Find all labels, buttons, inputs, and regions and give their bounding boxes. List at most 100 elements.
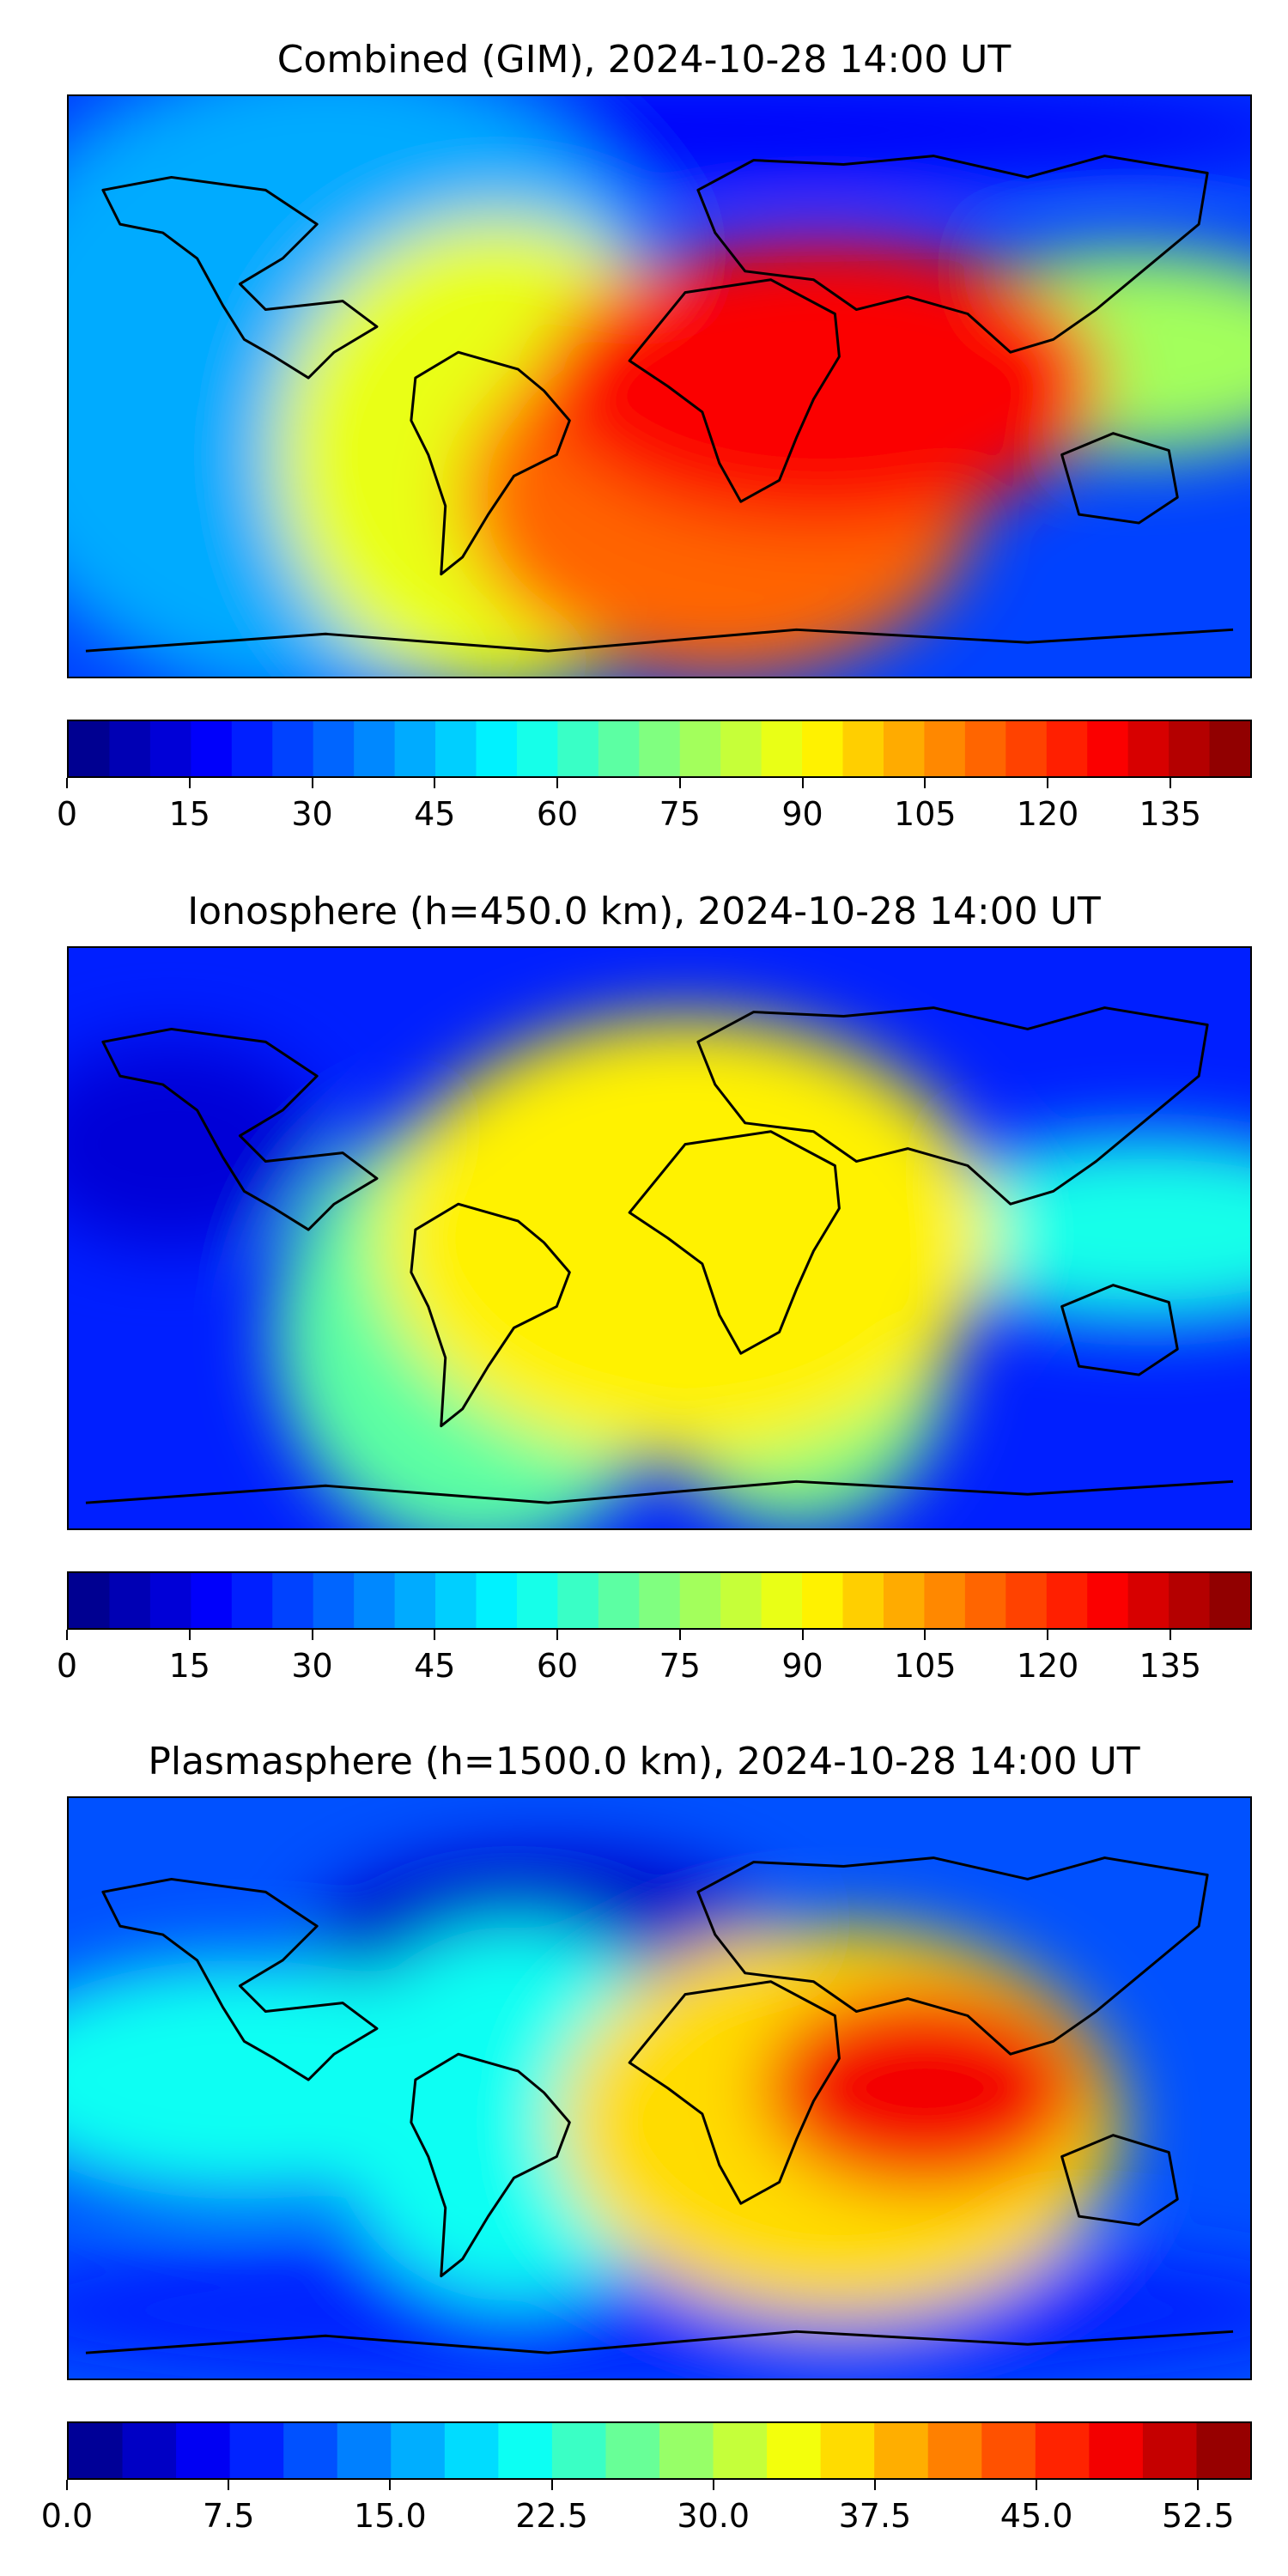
colorbar-tick-label: 30.0 <box>677 2497 750 2535</box>
colorbar-swatch <box>842 721 884 776</box>
coastline <box>85 628 1234 653</box>
colorbar-swatch <box>69 1573 111 1628</box>
colorbar-plasmasphere <box>67 2421 1252 2480</box>
field-svg <box>69 96 1250 677</box>
colorbar-tick <box>1047 1630 1049 1640</box>
coastline <box>410 2052 571 2278</box>
colorbar-swatch <box>1209 721 1250 776</box>
colorbar-tick <box>311 1630 313 1640</box>
colorbar-swatch <box>122 2423 178 2478</box>
colorbar-tick-label: 90 <box>781 795 823 833</box>
colorbar-tick-label: 15.0 <box>354 2497 427 2535</box>
colorbar-swatch <box>820 2423 876 2478</box>
colorbar-swatch <box>874 2423 929 2478</box>
colorbar-tick-label: 37.5 <box>838 2497 912 2535</box>
colorbar-tick <box>924 1630 927 1640</box>
coastline <box>696 1856 1209 2056</box>
colorbar-swatch <box>176 2423 231 2478</box>
colorbar-swatch <box>476 1573 518 1628</box>
colorbar-swatch <box>229 2423 285 2478</box>
map-plasmasphere <box>67 1796 1252 2380</box>
colorbar-tick-label: 45.0 <box>999 2497 1073 2535</box>
coastline <box>696 155 1209 354</box>
coastline <box>410 350 571 576</box>
colorbar-tick-label: 52.5 <box>1161 2497 1235 2535</box>
colorbar-swatch <box>1046 721 1089 776</box>
coastline <box>1060 2134 1179 2227</box>
colorbar-swatch <box>516 1573 559 1628</box>
colorbar-tick <box>873 2480 876 2490</box>
colorbar-swatch <box>435 721 477 776</box>
colorbar-swatch <box>964 721 1007 776</box>
colorbar-svg <box>69 2423 1250 2478</box>
colorbar-tick <box>66 778 68 788</box>
colorbar-swatch <box>394 1573 436 1628</box>
panel-title-combined: Combined (GIM), 2024-10-28 14:00 UT <box>276 38 1012 82</box>
colorbar-swatch <box>883 721 926 776</box>
colorbar-swatch <box>761 721 804 776</box>
colorbar-tick <box>550 2480 553 2490</box>
colorbar-tick-label: 105 <box>894 1647 957 1685</box>
colorbar-swatch <box>313 1573 355 1628</box>
colorbar-swatch <box>639 721 681 776</box>
field-hotspot <box>376 1016 993 1461</box>
colorbar-tick-label: 15 <box>168 1647 210 1685</box>
colorbar-tick <box>924 778 927 788</box>
colorbar-swatch <box>883 1573 926 1628</box>
colorbar-swatch <box>639 1573 681 1628</box>
colorbar-tick-label: 75 <box>659 795 701 833</box>
colorbar-swatch <box>598 1573 641 1628</box>
colorbar-swatch <box>802 721 844 776</box>
colorbar-ticks-combined: 0 15 30 45 60 75 90 105 120 135 <box>57 778 1252 833</box>
colorbar-swatch <box>231 721 274 776</box>
coastline <box>628 1980 841 2205</box>
colorbar-swatch <box>191 721 233 776</box>
colorbar-tick-label: 120 <box>1016 795 1079 833</box>
colorbar-tick <box>434 1630 436 1640</box>
colorbar-ticks-plasmasphere: 0.0 7.5 15.0 22.5 30.0 37.5 45.0 52.5 <box>41 2480 1252 2535</box>
colorbar-tick <box>801 1630 804 1640</box>
field-hotspot <box>69 1042 326 1247</box>
coastline <box>101 175 379 380</box>
colorbar-tick <box>228 2480 230 2490</box>
colorbar-swatch <box>313 721 355 776</box>
colorbar-swatch <box>720 1573 762 1628</box>
coastlines <box>85 155 1234 653</box>
colorbar-swatch <box>516 721 559 776</box>
field-svg <box>69 948 1250 1528</box>
field-hotspot <box>539 237 1105 528</box>
coastline <box>85 1479 1234 1504</box>
colorbar-swatch <box>69 2423 124 2478</box>
colorbar-tick <box>1047 778 1049 788</box>
colorbar-swatch <box>1089 2423 1145 2478</box>
colorbar-swatch <box>149 1573 192 1628</box>
colorbar-swatch <box>1127 721 1170 776</box>
colorbar-swatch <box>354 721 396 776</box>
map-combined <box>67 94 1252 678</box>
colorbar-swatch <box>149 721 192 776</box>
colorbar-tick-label: 60 <box>536 795 579 833</box>
colorbar-tick <box>188 1630 191 1640</box>
colorbar-tick-label: 90 <box>781 1647 823 1685</box>
colorbar-tick <box>1036 2480 1038 2490</box>
colorbar-tick <box>66 2480 68 2490</box>
colorbar-swatch <box>1035 2423 1091 2478</box>
colorbar-tick-label: 0.0 <box>40 2497 94 2535</box>
colorbar-swatch <box>337 2423 392 2478</box>
colorbar-swatch <box>1169 721 1211 776</box>
colorbar-swatch <box>272 1573 314 1628</box>
coastline <box>696 1006 1209 1206</box>
colorbar-svg <box>69 1573 1250 1628</box>
map-ionosphere <box>67 946 1252 1530</box>
coastline <box>410 1202 571 1428</box>
colorbar-swatch <box>1087 721 1129 776</box>
colorbar-swatch <box>679 1573 722 1628</box>
colorbar-tick <box>66 1630 68 1640</box>
colorbar-combined <box>67 720 1252 778</box>
colorbar-tick <box>678 778 681 788</box>
coastline <box>101 1877 379 2081</box>
colorbar-swatch <box>1127 1573 1170 1628</box>
colorbar-ticks-ionosphere: 0 15 30 45 60 75 90 105 120 135 <box>57 1630 1252 1685</box>
coastline <box>1060 1284 1179 1376</box>
colorbar-tick-label: 30 <box>291 1647 333 1685</box>
